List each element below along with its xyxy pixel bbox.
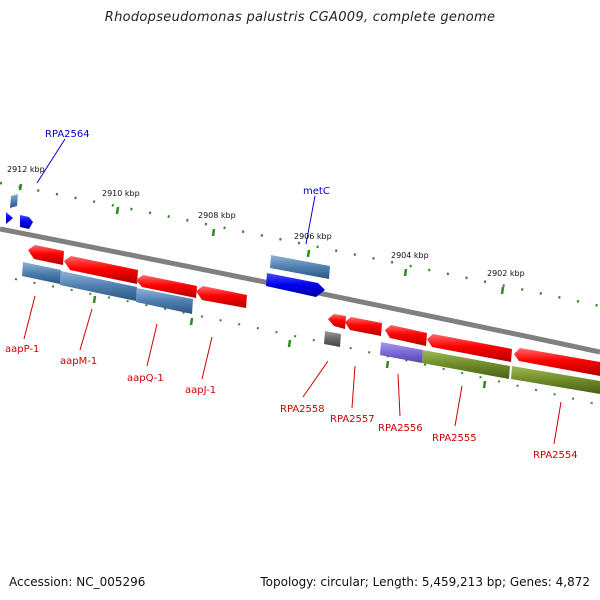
ruler-label-2910: 2910 kbp bbox=[102, 189, 140, 198]
gene-aapJ-1[interactable] bbox=[196, 286, 247, 308]
cds-RPA2554[interactable] bbox=[511, 366, 600, 394]
label-RPA2556[interactable]: RPA2556 bbox=[378, 423, 423, 434]
gene-RPA2558[interactable] bbox=[328, 314, 346, 329]
gene-RPA2555[interactable] bbox=[427, 334, 512, 362]
cds-RPA2556[interactable] bbox=[380, 342, 423, 363]
label-RPA2557[interactable]: RPA2557 bbox=[330, 414, 375, 425]
ruler-labels: 2912 kbp 2910 kbp 2908 kbp 2906 kbp 2904… bbox=[7, 165, 525, 278]
gene-metC[interactable] bbox=[266, 273, 325, 297]
gene-RPA2556[interactable] bbox=[385, 325, 427, 346]
cds-aapP-1[interactable] bbox=[22, 262, 61, 284]
map-title: Rhodopseudomonas palustris CGA009, compl… bbox=[104, 10, 496, 25]
genome-summary-text: Topology: circular; Length: 5,459,213 bp… bbox=[260, 575, 590, 589]
gene-left-blue-1[interactable] bbox=[6, 212, 13, 224]
ruler-label-2908: 2908 kbp bbox=[198, 211, 236, 220]
cds-RPA2555[interactable] bbox=[422, 350, 510, 379]
ruler-label-2912: 2912 kbp bbox=[7, 165, 45, 174]
label-aapM-1[interactable]: aapM-1 bbox=[60, 356, 97, 367]
gene-aapQ-1[interactable] bbox=[136, 275, 197, 298]
accession-text: Accession: NC_005296 bbox=[9, 575, 146, 589]
ruler-label-2904: 2904 kbp bbox=[391, 251, 429, 260]
gene-aapM-1[interactable] bbox=[64, 256, 138, 284]
ruler-major-ticks bbox=[18, 183, 505, 295]
ruler-label-2902: 2902 kbp bbox=[487, 269, 525, 278]
cds-RPA2564[interactable] bbox=[10, 194, 18, 208]
gene-left-blue-2[interactable] bbox=[20, 215, 33, 229]
label-RPA2554[interactable]: RPA2554 bbox=[533, 450, 578, 461]
ruler-inner-ticks bbox=[92, 295, 487, 389]
label-aapP-1[interactable]: aapP-1 bbox=[5, 344, 39, 355]
label-aapJ-1[interactable]: aapJ-1 bbox=[185, 385, 216, 396]
gene-aapP-1[interactable] bbox=[28, 245, 64, 265]
ruler-label-2906: 2906 kbp bbox=[294, 232, 332, 241]
gene-RPA2554[interactable] bbox=[514, 348, 600, 376]
cds-aapM-1[interactable] bbox=[60, 271, 137, 301]
gene-RPA2557[interactable] bbox=[345, 317, 382, 336]
label-RPA2558[interactable]: RPA2558 bbox=[280, 404, 325, 415]
label-metC[interactable]: metC bbox=[303, 186, 330, 197]
label-RPA2564[interactable]: RPA2564 bbox=[45, 129, 90, 140]
cds-aapQ-1[interactable] bbox=[136, 288, 193, 314]
ruler-arc-inner bbox=[14, 278, 600, 406]
label-aapQ-1[interactable]: aapQ-1 bbox=[127, 373, 164, 384]
cds-RPA2558[interactable] bbox=[324, 331, 341, 347]
label-RPA2555[interactable]: RPA2555 bbox=[432, 433, 477, 444]
leader-lines bbox=[23, 138, 562, 445]
ruler-arc-outer bbox=[0, 181, 600, 308]
cds-metC[interactable] bbox=[270, 255, 330, 279]
